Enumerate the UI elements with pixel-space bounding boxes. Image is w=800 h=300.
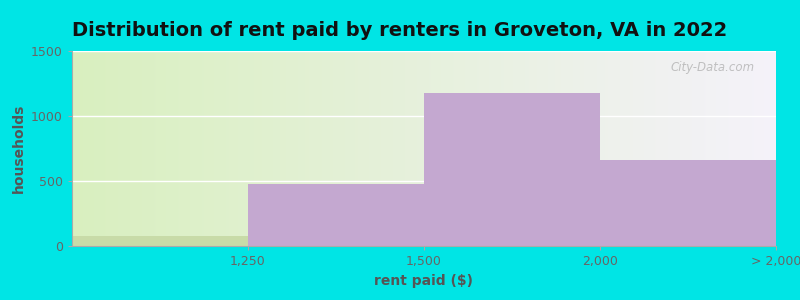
Y-axis label: households: households	[11, 104, 26, 193]
Bar	[248, 184, 424, 246]
Text: City-Data.com: City-Data.com	[670, 61, 755, 74]
Bar	[424, 93, 600, 246]
Bar	[72, 236, 248, 246]
Bar	[600, 160, 776, 246]
X-axis label: rent paid ($): rent paid ($)	[374, 274, 474, 288]
Text: Distribution of rent paid by renters in Groveton, VA in 2022: Distribution of rent paid by renters in …	[72, 21, 728, 40]
